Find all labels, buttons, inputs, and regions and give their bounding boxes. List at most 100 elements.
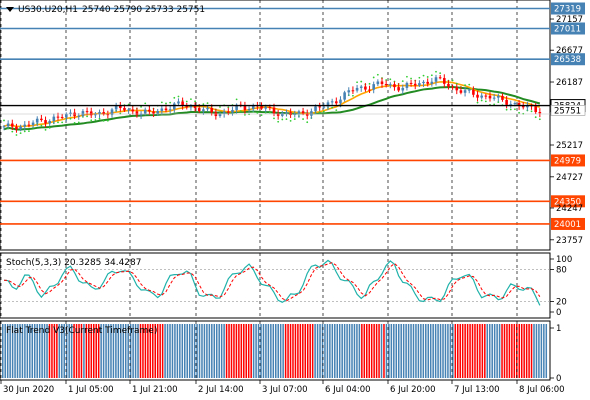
flat-trend-bar bbox=[272, 324, 275, 378]
price-label: 26677 bbox=[556, 46, 583, 56]
candle-body bbox=[23, 124, 27, 127]
time-label: 2 Jul 14:00 bbox=[198, 385, 244, 395]
flat-trend-bar bbox=[122, 324, 125, 378]
psar-dot bbox=[401, 80, 404, 83]
flat-trend-bar bbox=[385, 324, 388, 378]
psar-dot bbox=[306, 121, 309, 124]
flat-trend-bar bbox=[331, 324, 334, 378]
candle-body bbox=[235, 104, 238, 110]
triangle-down-icon[interactable] bbox=[6, 7, 14, 12]
psar-dot bbox=[173, 96, 176, 99]
psar-dot bbox=[48, 126, 51, 129]
flat-trend-bar bbox=[429, 324, 432, 378]
psar-dot bbox=[277, 120, 280, 123]
flat-trend-bar bbox=[137, 324, 139, 378]
candle-body bbox=[73, 112, 76, 117]
psar-dot bbox=[244, 114, 246, 116]
flat-trend-bar bbox=[444, 324, 447, 378]
price-label: 24727 bbox=[556, 173, 583, 183]
flat-trend-bar bbox=[105, 324, 107, 378]
flat-trend-bar bbox=[370, 324, 373, 378]
psar-dot bbox=[439, 72, 442, 75]
flat-trend-bar bbox=[73, 324, 75, 378]
flat-trend-bar bbox=[275, 324, 277, 378]
candle-body bbox=[434, 77, 438, 82]
flat-trend-bar bbox=[265, 324, 267, 378]
candle-body bbox=[15, 126, 18, 130]
candle-body bbox=[177, 101, 180, 104]
psar-dot bbox=[239, 110, 242, 113]
candle-body bbox=[372, 84, 375, 90]
candle-body bbox=[413, 83, 417, 86]
candle-body bbox=[401, 87, 405, 91]
candle-body bbox=[206, 108, 209, 110]
flat-trend-bar bbox=[311, 324, 314, 378]
candle-body bbox=[89, 111, 93, 116]
flat-trend-bar bbox=[9, 324, 11, 378]
flat-trend-bar bbox=[19, 324, 21, 378]
psar-dot bbox=[389, 78, 392, 81]
flat-trend-bar bbox=[395, 324, 398, 378]
flat-trend-bar bbox=[65, 324, 68, 378]
flat-trend-bar bbox=[188, 324, 191, 378]
flat-trend-bar bbox=[326, 324, 329, 378]
stoch-title: Stoch(5,3,3) 20.3285 34.4287 bbox=[6, 258, 141, 268]
flat-trend-bar bbox=[343, 324, 346, 378]
flat-trend-panel-frame bbox=[0, 320, 551, 381]
flat-trend-bar bbox=[373, 324, 375, 378]
horizontal-levels[interactable]: 27319 27011 26538 24979 24350 24001 bbox=[0, 2, 585, 230]
candle-body bbox=[326, 102, 330, 107]
psar-dot bbox=[73, 122, 76, 124]
price-axis: 2715726677261872521724727242472375725824… bbox=[550, 15, 586, 246]
flat-trend-bar bbox=[181, 324, 184, 378]
psar-dot bbox=[335, 109, 338, 112]
flat-trend-bar bbox=[31, 324, 34, 378]
psar-dot bbox=[497, 101, 500, 104]
flat-trend-scale-label: 1 bbox=[556, 324, 561, 334]
flat-trend-bar bbox=[235, 324, 238, 378]
flat-trend-bar bbox=[316, 324, 319, 378]
flat-trend-bar bbox=[543, 324, 545, 378]
ohlc-readout: 25740 25790 25733 25751 bbox=[82, 5, 205, 15]
psar-dot bbox=[514, 108, 516, 111]
psar-dot bbox=[169, 101, 172, 104]
flat-trend-bar bbox=[292, 324, 294, 378]
symbol-label: US30.U20,H1 bbox=[18, 5, 78, 15]
level-tag bbox=[551, 217, 585, 230]
flat-trend-bar bbox=[425, 324, 427, 378]
flat-trend-bar bbox=[412, 324, 415, 378]
level-tag bbox=[551, 195, 585, 208]
flat-trend-bar bbox=[378, 324, 380, 378]
time-axis: 30 Jun 2020 1 Jul 05:00 1 Jul 21:00 2 Jul 1… bbox=[0, 380, 565, 395]
psar-dot bbox=[480, 99, 483, 102]
psar-dot bbox=[376, 73, 379, 76]
flat-trend-bar bbox=[279, 324, 282, 378]
psar-dot bbox=[185, 100, 188, 103]
candle-body bbox=[351, 90, 355, 92]
level-tag-label: 24001 bbox=[554, 220, 581, 230]
flat-trend-bar bbox=[154, 324, 157, 378]
flat-trend-bar bbox=[196, 324, 198, 378]
psar-dot bbox=[430, 74, 433, 77]
flat-trend-bar bbox=[474, 324, 476, 378]
flat-trend-bar bbox=[144, 324, 147, 378]
psar-dot bbox=[451, 79, 454, 82]
flat-trend-bar bbox=[461, 324, 464, 378]
flat-trend-bar bbox=[63, 324, 66, 378]
psar-dot bbox=[368, 82, 371, 85]
flat-trend-bar bbox=[486, 324, 489, 378]
candle-body bbox=[110, 109, 114, 115]
psar-dot bbox=[360, 80, 363, 83]
bid-tag bbox=[550, 105, 586, 116]
flat-trend-bar bbox=[383, 324, 385, 378]
flat-trend-bar bbox=[38, 324, 41, 378]
flat-trend-bar bbox=[493, 324, 496, 378]
flat-trend-bar bbox=[338, 324, 341, 378]
candle-body bbox=[143, 109, 147, 114]
flat-trend-bar bbox=[437, 324, 439, 378]
flat-trend-bar bbox=[277, 324, 279, 378]
candle-body bbox=[164, 108, 168, 111]
